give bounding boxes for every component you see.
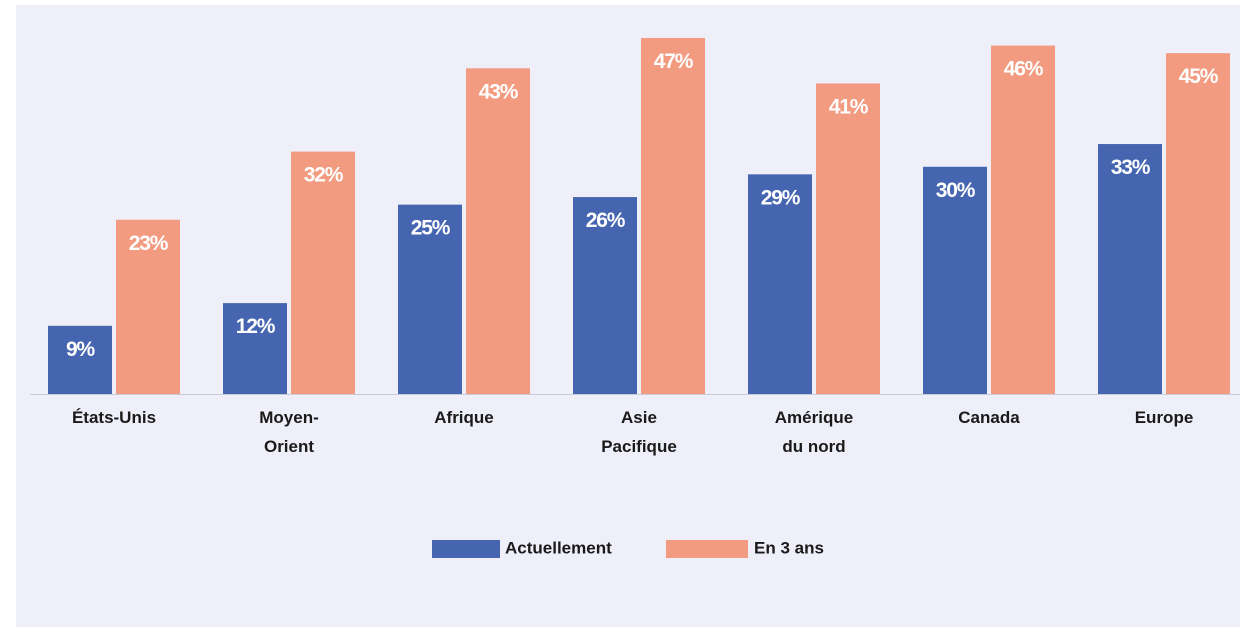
bar (398, 204, 462, 394)
value-label: 46% (1004, 58, 1044, 81)
bar (48, 325, 112, 394)
legend-label: En 3 ans (754, 538, 824, 557)
x-tick-label: Europe (1134, 408, 1194, 427)
x-tick-label: Asie Pacifique (601, 408, 677, 456)
bar (923, 166, 987, 394)
value-label: 26% (586, 209, 626, 232)
value-label: 32% (304, 164, 344, 187)
value-label: 45% (1179, 65, 1219, 88)
value-label: 41% (829, 95, 869, 118)
value-label: 25% (411, 217, 451, 240)
value-label: 30% (936, 179, 976, 202)
x-tick-label: Moyen-Orient (259, 408, 319, 456)
bar (748, 174, 812, 394)
value-label: 23% (129, 232, 169, 255)
bar (991, 45, 1055, 395)
x-tick-label: Afrique (434, 408, 494, 427)
value-label: 43% (479, 80, 519, 103)
legend-swatch (666, 540, 748, 558)
value-label: 47% (654, 50, 694, 73)
legend-label: Actuellement (505, 538, 612, 557)
bar (1166, 53, 1230, 395)
bar (116, 219, 180, 394)
x-tick-label: États-Unis (71, 408, 157, 427)
value-label: 29% (761, 186, 801, 209)
bar (223, 303, 287, 394)
x-tick-label: Amérique du nord (774, 408, 854, 456)
value-label: 9% (66, 338, 95, 361)
value-label: 12% (236, 315, 276, 338)
bar (291, 151, 355, 394)
bar (466, 68, 530, 394)
bar (573, 197, 637, 394)
x-tick-label: Canada (958, 408, 1020, 427)
value-label: 33% (1111, 156, 1151, 179)
bar (816, 83, 880, 394)
bar (641, 38, 705, 394)
bar (1098, 144, 1162, 394)
legend-swatch (432, 540, 500, 558)
